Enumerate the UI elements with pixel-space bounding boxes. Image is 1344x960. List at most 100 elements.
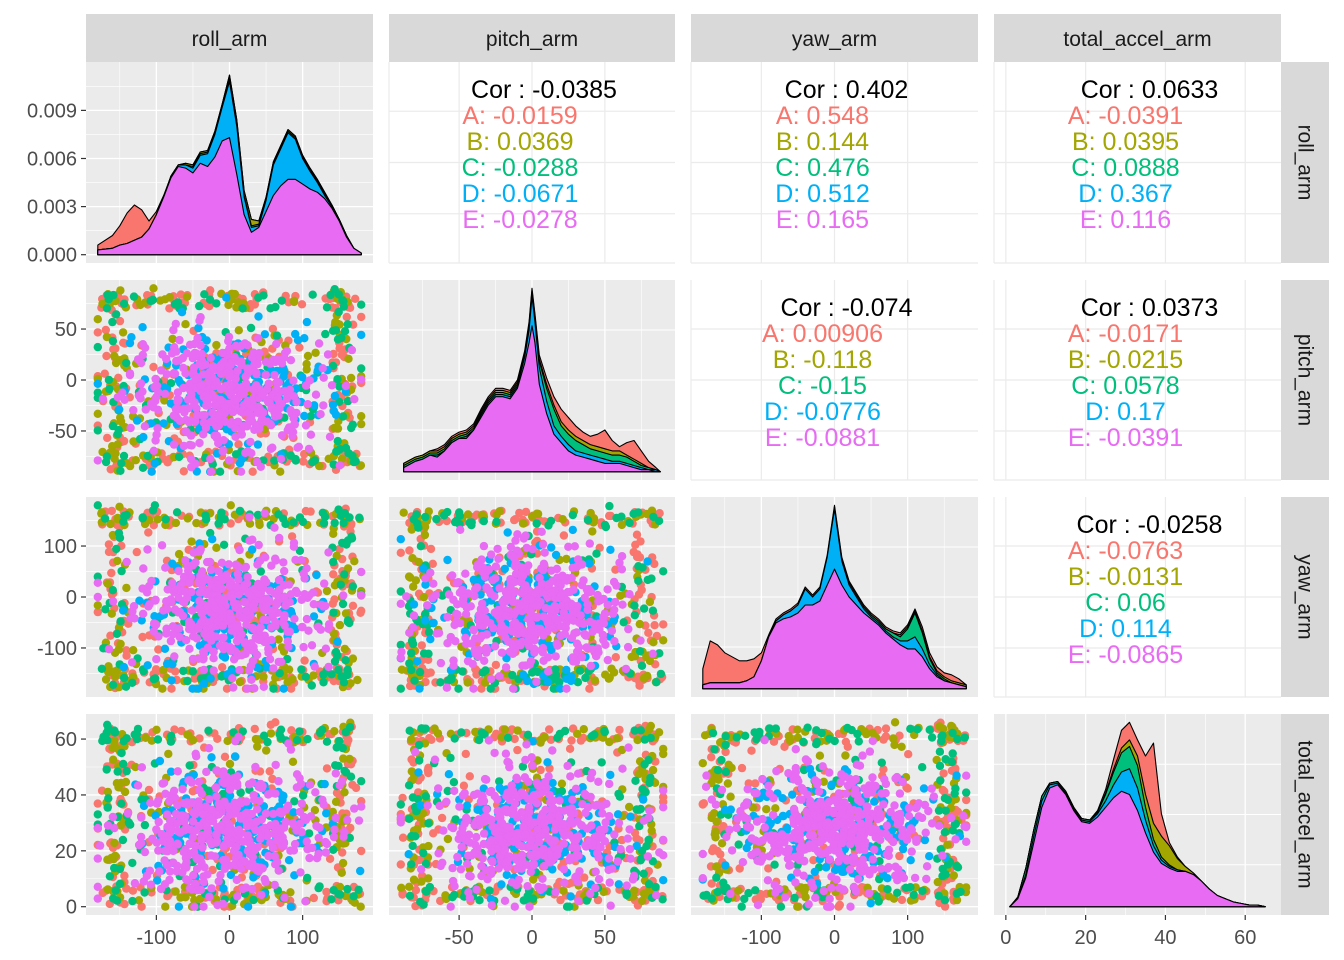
scatter-point-B [562,554,571,564]
scatter-point-A [137,902,146,911]
scatter-point-D [500,564,509,574]
scatter-point-D [502,654,511,663]
scatter-point-E [277,431,287,440]
scatter-point-B [160,396,169,405]
scatter-point-B [113,556,122,566]
scatter-point-A [655,509,664,518]
scatter-point-E [234,562,243,571]
scatter-point-E [188,606,197,615]
scatter-point-D [396,535,405,544]
scatter-point-C [333,375,342,384]
scatter-point-E [138,609,148,618]
scatter-point-E [490,592,499,601]
scatter-point-C [246,323,256,333]
scatter-point-E [230,395,240,405]
scatter-point-E [298,622,307,632]
scatter-point-E [509,644,518,653]
scatter-point-C [128,896,137,906]
scatter-point-D [298,373,307,382]
scatter-point-E [568,657,578,666]
scatter-point-B [322,586,332,596]
scatter-point-E [149,627,158,636]
scatter-point-E [495,672,504,681]
scatter-point-E [169,846,178,856]
correlation-group-B-label: B: -0.0215 [1068,346,1183,374]
scatter-point-E [206,353,215,363]
scatter-point-C [481,666,490,675]
scatter-point-E [178,353,187,363]
scatter-point-E [233,366,242,375]
scatter-point-E [260,875,269,884]
scatter-point-A [220,752,230,761]
correlation-group-D-label: D: 0.114 [1079,615,1172,643]
scatter-point-D [167,676,176,685]
scatter-point-E [593,590,602,600]
scatter-point-E [350,804,359,813]
scatter-point-C [93,810,103,819]
scatter-point-C [345,833,354,843]
scatter-point-E [513,530,522,539]
scatter-point-C [592,549,601,558]
scatter-point-C [327,895,336,904]
scatter-point-B [356,902,365,911]
scatter-point-E [257,390,267,399]
scatter-point-E [544,667,553,676]
scatter-point-A [268,324,278,334]
scatter-point-E [490,642,500,651]
scatter-point-E [251,762,260,772]
scatter-point-A [322,887,331,897]
scatter-point-E [187,798,196,807]
scatter-point-C [407,648,416,658]
scatter-point-C [544,521,553,530]
correlation-group-A-label: A: -0.0391 [1068,102,1183,130]
scatter-point-B [113,440,123,449]
scatter-point-E [254,540,263,550]
scatter-point-E [206,851,216,860]
scatter-point-E [188,817,198,826]
scatter-point-A [556,895,565,905]
scatter-point-C [201,511,210,520]
scatter-point-B [116,639,125,649]
scatter-point-E [181,369,190,378]
scatter-point-C [217,508,226,517]
scatter-point-A [154,645,163,654]
scatter-point-E [297,799,306,808]
scatter-point-B [171,887,180,896]
scatter-point-E [190,632,199,641]
scatter-point-B [114,783,123,792]
scatter-point-B [93,601,103,610]
scatter-point-E [201,423,211,432]
scatter-point-E [225,581,235,590]
scatter-point-E [238,583,247,592]
scatter-point-B [160,295,170,304]
scatter-point-B [131,456,140,465]
scatter-point-B [212,543,221,552]
scatter-point-E [104,644,114,654]
scatter-point-C [458,667,467,676]
scatter-point-C [348,420,357,429]
scatter-point-C [150,501,160,510]
scatter-point-E [225,642,234,652]
scatter-point-B [187,537,196,546]
scatter-point-D [606,545,615,554]
scatter-point-C [112,310,121,319]
scatter-point-B [311,348,320,357]
scatter-point-B [251,734,261,744]
scatter-point-C [421,512,430,522]
correlation-group-A-label: A: 0.00906 [762,320,883,348]
scatter-point-C [109,290,118,300]
scatter-point-E [275,585,284,594]
scatter-point-E [126,614,135,623]
scatter-point-E [224,337,233,346]
scatter-point-E [491,562,501,571]
scatter-point-E [599,619,609,628]
scatter-point-E [219,842,228,851]
scatter-point-E [247,639,256,648]
scatter-point-D [118,606,128,615]
scatter-point-C [93,426,103,435]
scatter-point-E [526,607,535,617]
scatter-point-E [162,597,171,606]
scatter-point-D [147,467,156,476]
scatter-point-A [138,632,147,642]
scatter-point-E [253,805,262,814]
